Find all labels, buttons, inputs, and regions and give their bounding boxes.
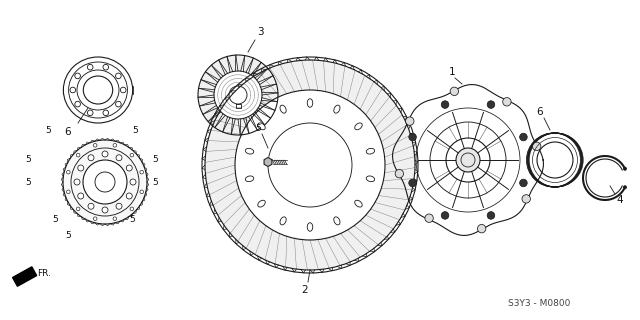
- Ellipse shape: [258, 200, 265, 207]
- Circle shape: [113, 217, 116, 220]
- Text: S3Y3 - M0800: S3Y3 - M0800: [508, 299, 570, 308]
- Circle shape: [520, 179, 527, 187]
- Text: 5: 5: [129, 215, 135, 225]
- Circle shape: [477, 224, 486, 233]
- Circle shape: [623, 167, 627, 170]
- Circle shape: [102, 207, 108, 213]
- Circle shape: [198, 55, 278, 135]
- Circle shape: [102, 151, 108, 157]
- Circle shape: [130, 207, 134, 211]
- Circle shape: [116, 203, 122, 209]
- Circle shape: [116, 155, 122, 161]
- Circle shape: [88, 155, 94, 161]
- Circle shape: [441, 212, 449, 219]
- Circle shape: [205, 60, 415, 270]
- Text: 5: 5: [65, 230, 71, 239]
- Text: 2: 2: [301, 285, 308, 295]
- Text: 3: 3: [257, 27, 263, 37]
- Circle shape: [532, 142, 541, 150]
- Text: 5: 5: [132, 125, 138, 134]
- Circle shape: [126, 165, 132, 171]
- Text: 5: 5: [45, 125, 51, 134]
- Ellipse shape: [307, 223, 313, 231]
- Circle shape: [487, 212, 495, 219]
- Ellipse shape: [366, 176, 374, 182]
- Ellipse shape: [355, 123, 362, 130]
- Text: 5: 5: [25, 178, 31, 187]
- Text: 6: 6: [537, 107, 543, 117]
- Ellipse shape: [280, 105, 286, 113]
- Circle shape: [450, 87, 458, 96]
- Ellipse shape: [280, 217, 286, 225]
- Circle shape: [77, 165, 84, 171]
- Circle shape: [76, 153, 80, 157]
- Circle shape: [140, 170, 143, 174]
- Text: 1: 1: [449, 67, 455, 77]
- Circle shape: [77, 193, 84, 199]
- Circle shape: [93, 217, 97, 220]
- Text: 5: 5: [152, 178, 158, 187]
- Circle shape: [441, 101, 449, 108]
- Circle shape: [406, 117, 414, 125]
- Ellipse shape: [307, 99, 313, 107]
- Text: 6: 6: [65, 127, 71, 137]
- Polygon shape: [264, 157, 272, 166]
- Circle shape: [76, 207, 80, 211]
- Circle shape: [409, 133, 417, 141]
- Circle shape: [235, 90, 385, 240]
- Circle shape: [83, 160, 127, 204]
- Circle shape: [63, 140, 147, 224]
- Text: 5: 5: [25, 156, 31, 164]
- Circle shape: [93, 143, 97, 147]
- Circle shape: [74, 179, 80, 185]
- Circle shape: [214, 71, 262, 119]
- Text: 4: 4: [617, 195, 623, 205]
- Circle shape: [522, 195, 531, 203]
- Ellipse shape: [366, 148, 374, 154]
- Ellipse shape: [245, 148, 253, 154]
- Circle shape: [88, 203, 94, 209]
- Circle shape: [487, 101, 495, 108]
- Ellipse shape: [334, 105, 340, 113]
- Circle shape: [409, 179, 417, 187]
- Text: 5: 5: [52, 215, 58, 225]
- Circle shape: [395, 170, 404, 178]
- Ellipse shape: [258, 123, 265, 130]
- Ellipse shape: [334, 217, 340, 225]
- Circle shape: [425, 214, 433, 222]
- Circle shape: [520, 133, 527, 141]
- Circle shape: [113, 143, 116, 147]
- Circle shape: [140, 190, 143, 194]
- Circle shape: [130, 153, 134, 157]
- Ellipse shape: [355, 200, 362, 207]
- Text: 5: 5: [152, 156, 158, 164]
- Text: FR.: FR.: [37, 269, 51, 278]
- Circle shape: [456, 148, 480, 172]
- Ellipse shape: [245, 176, 253, 182]
- Polygon shape: [13, 267, 36, 286]
- Circle shape: [67, 170, 70, 174]
- Circle shape: [67, 190, 70, 194]
- Circle shape: [623, 186, 627, 189]
- Circle shape: [126, 193, 132, 199]
- Circle shape: [502, 98, 511, 106]
- Text: 5: 5: [255, 124, 261, 132]
- Circle shape: [130, 179, 136, 185]
